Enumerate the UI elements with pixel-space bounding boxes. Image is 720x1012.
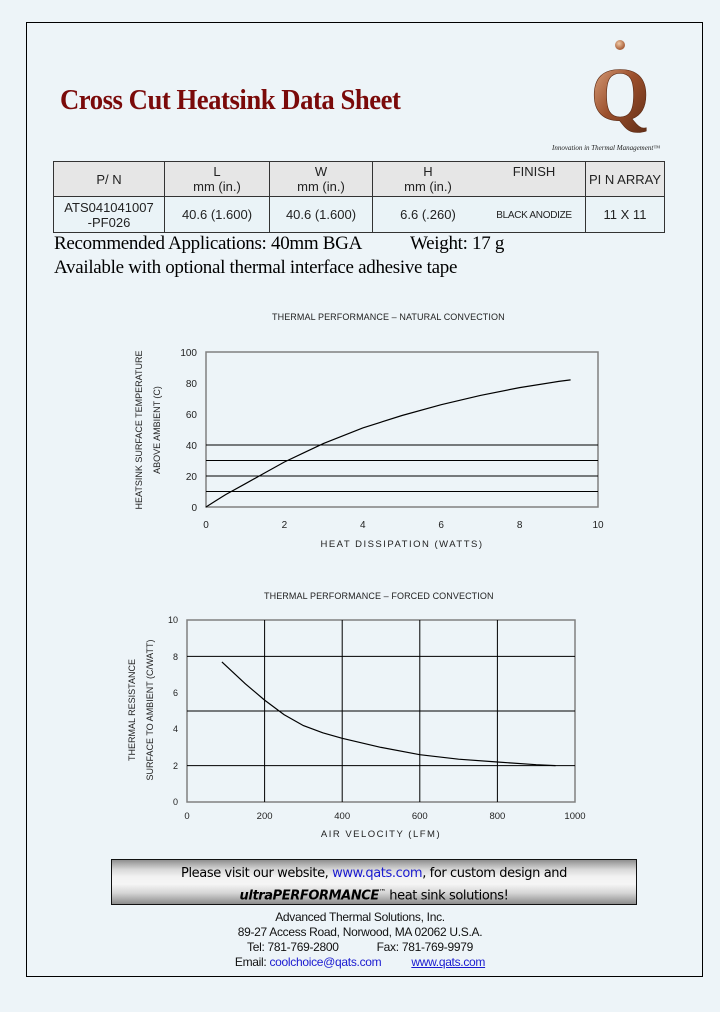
contact-info: Advanced Thermal Solutions, Inc. 89-27 A… [200, 910, 520, 970]
svg-text:THERMAL RESISTANCE: THERMAL RESISTANCE [127, 659, 137, 761]
svg-text:10: 10 [592, 520, 604, 531]
value-pn: ATS041041007 -PF026 [53, 196, 165, 233]
phone-fax: Tel: 781-769-2800 Fax: 781-769-9979 [200, 940, 520, 955]
svg-text:8: 8 [517, 520, 523, 531]
svg-text:4: 4 [173, 724, 178, 734]
banner-website-link[interactable]: www.qats.com [332, 866, 423, 881]
recommended-applications: Recommended Applications: 40mm BGA Weight… [54, 233, 505, 254]
banner-line-1: Please visit our website, www.qats.com, … [181, 866, 567, 881]
website-banner: Please visit our website, www.qats.com, … [111, 859, 637, 905]
svg-text:400: 400 [334, 811, 350, 822]
svg-text:0: 0 [173, 797, 178, 807]
svg-text:HEATSINK SURFACE TEMPERATURE: HEATSINK SURFACE TEMPERATURE [134, 350, 144, 509]
svg-text:6: 6 [438, 520, 444, 531]
email-web: Email: coolchoice@qats.com www.qats.com [234, 955, 486, 969]
spec-header-row: P/ N L mm (in.) W mm (in.) H mm (in.) FI… [53, 161, 665, 197]
header-height: H mm (in.) [372, 161, 483, 197]
value-finish: BLACK ANODIZE [483, 196, 586, 233]
header-length: L mm (in.) [164, 161, 270, 197]
svg-text:0: 0 [191, 503, 197, 514]
svg-text:200: 200 [257, 811, 273, 822]
svg-text:6: 6 [173, 688, 178, 698]
chart-forced-title: THERMAL PERFORMANCE – FORCED CONVECTION [264, 591, 494, 601]
company-name: Advanced Thermal Solutions, Inc. [275, 910, 445, 924]
company-address: 89-27 Access Road, Norwood, MA 02062 U.S… [237, 925, 483, 939]
spec-value-row: ATS041041007 -PF026 40.6 (1.600) 40.6 (1… [53, 196, 665, 233]
website-link[interactable]: www.qats.com [411, 955, 486, 969]
svg-text:10: 10 [168, 615, 178, 625]
company-logo-icon: Q [590, 40, 650, 137]
banner-line-2: ultraPERFORMANCE™ heat sink solutions! [239, 888, 509, 904]
svg-text:0: 0 [203, 520, 209, 531]
svg-text:40: 40 [186, 441, 198, 452]
svg-text:SURFACE TO AMBIENT (C/WATT): SURFACE TO AMBIENT (C/WATT) [145, 639, 155, 780]
value-pin-array: 11 X 11 [585, 196, 665, 233]
email-link[interactable]: coolchoice@qats.com [269, 955, 382, 969]
svg-text:100: 100 [180, 348, 197, 359]
header-pin-array: PI N ARRAY [585, 161, 665, 197]
svg-text:2: 2 [282, 520, 288, 531]
svg-text:8: 8 [173, 652, 178, 662]
svg-text:60: 60 [186, 410, 198, 421]
header-finish: FINISH [483, 161, 586, 197]
value-length: 40.6 (1.600) [164, 196, 270, 233]
telephone: Tel: 781-769-2800 [247, 940, 339, 954]
spec-table: P/ N L mm (in.) W mm (in.) H mm (in.) FI… [53, 161, 665, 233]
header-width: W mm (in.) [269, 161, 373, 197]
svg-text:4: 4 [360, 520, 366, 531]
chart-natural-title: THERMAL PERFORMANCE – NATURAL CONVECTION [272, 312, 505, 322]
svg-text:0: 0 [184, 811, 189, 822]
svg-text:ABOVE AMBIENT (C): ABOVE AMBIENT (C) [152, 386, 162, 474]
chart-forced-convection: 0 2 4 6 8 10 0 200 400 600 800 1000 AIR … [127, 615, 586, 840]
adhesive-tape-note: Available with optional thermal interfac… [54, 257, 458, 278]
chart-natural-convection: 0 20 40 60 80 100 0 2 4 6 8 10 HEAT DISS… [134, 348, 604, 550]
tagline: Innovation in Thermal Management™ [552, 144, 661, 152]
svg-text:2: 2 [173, 761, 178, 771]
value-height: 6.6 (.260) [372, 196, 483, 233]
svg-text:600: 600 [412, 811, 428, 822]
svg-text:80: 80 [186, 379, 198, 390]
header-pn: P/ N [53, 161, 165, 197]
page-frame [26, 22, 703, 977]
value-width: 40.6 (1.600) [269, 196, 373, 233]
weight: Weight: 17 g [410, 233, 505, 254]
fax: Fax: 781-769-9979 [376, 940, 474, 954]
svg-text:HEAT DISSIPATION (WATTS): HEAT DISSIPATION (WATTS) [320, 539, 483, 550]
svg-text:AIR VELOCITY (LFM): AIR VELOCITY (LFM) [321, 829, 441, 840]
page-title: Cross Cut Heatsink Data Sheet [60, 84, 401, 116]
svg-text:1000: 1000 [564, 811, 585, 822]
svg-text:Q: Q [590, 53, 649, 137]
svg-text:20: 20 [186, 472, 198, 483]
svg-text:800: 800 [489, 811, 505, 822]
